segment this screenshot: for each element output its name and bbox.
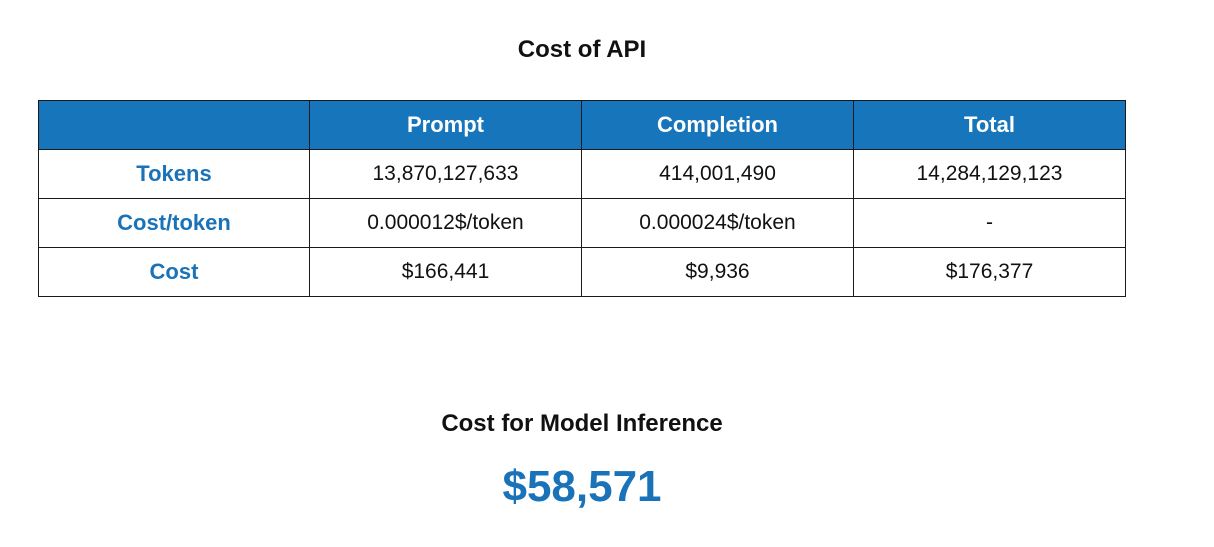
cell-cost-per-token-prompt: 0.000012$/token [309, 198, 582, 248]
cell-cost-per-token-completion: 0.000024$/token [581, 198, 854, 248]
header-prompt: Prompt [309, 100, 582, 150]
row-label-cost-per-token: Cost/token [38, 198, 310, 248]
table-row: Cost/token 0.000012$/token 0.000024$/tok… [38, 198, 1126, 248]
header-completion: Completion [581, 100, 854, 150]
table-header-row: Prompt Completion Total [38, 100, 1126, 150]
api-cost-title: Cost of API [517, 36, 647, 63]
table-row: Cost $166,441 $9,936 $176,377 [38, 247, 1126, 297]
cell-tokens-total: 14,284,129,123 [853, 149, 1126, 199]
cell-cost-prompt: $166,441 [309, 247, 582, 297]
inference-cost-title: Cost for Model Inference [441, 410, 723, 437]
cell-cost-per-token-total: - [853, 198, 1126, 248]
cell-tokens-prompt: 13,870,127,633 [309, 149, 582, 199]
row-label-tokens: Tokens [38, 149, 310, 199]
cell-cost-total: $176,377 [853, 247, 1126, 297]
cell-tokens-completion: 414,001,490 [581, 149, 854, 199]
table-row: Tokens 13,870,127,633 414,001,490 14,284… [38, 149, 1126, 199]
row-label-cost: Cost [38, 247, 310, 297]
api-cost-table: Prompt Completion Total Tokens 13,870,12… [38, 100, 1126, 297]
header-empty-cell [38, 100, 310, 150]
inference-cost-value: $58,571 [502, 462, 662, 511]
header-total: Total [853, 100, 1126, 150]
cell-cost-completion: $9,936 [581, 247, 854, 297]
